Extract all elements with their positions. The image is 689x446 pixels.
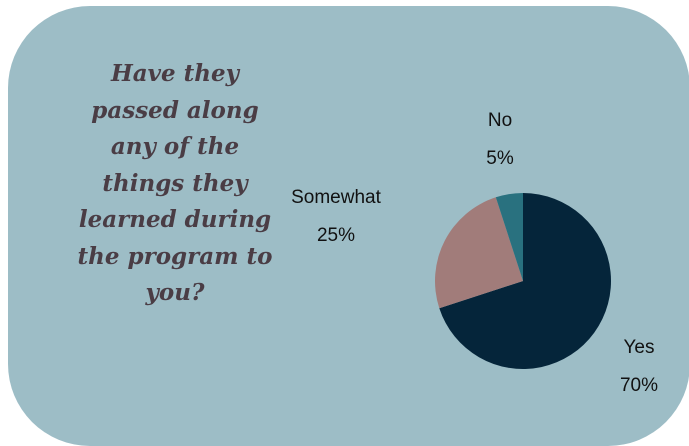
slice-value-no: 5%	[486, 148, 514, 169]
question-line: learned during	[78, 206, 272, 233]
pie-slice-no	[495, 193, 523, 281]
question-line: you?	[145, 279, 205, 306]
slice-label-yes: Yes	[624, 337, 655, 358]
question-line: the program to	[77, 242, 273, 270]
pie-labels: Yes 70% Somewhat 25% No 5%	[291, 110, 658, 396]
slice-value-yes: 70%	[620, 375, 658, 396]
slice-value-somewhat: 25%	[317, 225, 355, 246]
pie-slices	[435, 193, 611, 369]
question-line: any of the	[110, 133, 240, 160]
question-title: Have they passed along any of the things…	[30, 56, 320, 312]
slice-label-no: No	[488, 110, 512, 131]
question-line: passed along	[91, 96, 259, 124]
question-line: Have they	[111, 60, 239, 87]
slice-label-somewhat: Somewhat	[291, 187, 381, 208]
pie-chart: Yes 70% Somewhat 25% No 5%	[291, 110, 658, 396]
pie-slice-yes	[439, 193, 611, 369]
pie-slice-somewhat	[435, 197, 523, 309]
question-line: things they	[102, 169, 248, 197]
